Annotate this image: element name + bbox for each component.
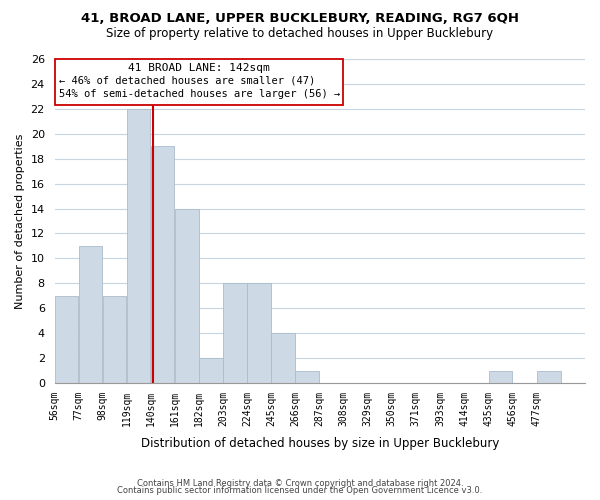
Text: 54% of semi-detached houses are larger (56) →: 54% of semi-detached houses are larger (… [59,89,340,99]
Bar [223,284,247,383]
Bar [103,296,127,383]
Bar [127,109,151,383]
Bar [247,284,271,383]
Text: Size of property relative to detached houses in Upper Bucklebury: Size of property relative to detached ho… [106,28,494,40]
Text: Contains public sector information licensed under the Open Government Licence v3: Contains public sector information licen… [118,486,482,495]
X-axis label: Distribution of detached houses by size in Upper Bucklebury: Distribution of detached houses by size … [140,437,499,450]
Bar [537,370,560,383]
Bar [295,370,319,383]
Bar [55,296,78,383]
Bar [79,246,103,383]
Bar [489,370,512,383]
Text: ← 46% of detached houses are smaller (47): ← 46% of detached houses are smaller (47… [59,76,316,86]
Bar [175,208,199,383]
Text: Contains HM Land Registry data © Crown copyright and database right 2024.: Contains HM Land Registry data © Crown c… [137,478,463,488]
FancyBboxPatch shape [55,59,343,105]
Bar [199,358,223,383]
Y-axis label: Number of detached properties: Number of detached properties [15,134,25,308]
Text: 41 BROAD LANE: 142sqm: 41 BROAD LANE: 142sqm [128,62,270,72]
Text: 41, BROAD LANE, UPPER BUCKLEBURY, READING, RG7 6QH: 41, BROAD LANE, UPPER BUCKLEBURY, READIN… [81,12,519,26]
Bar [151,146,175,383]
Bar [271,333,295,383]
